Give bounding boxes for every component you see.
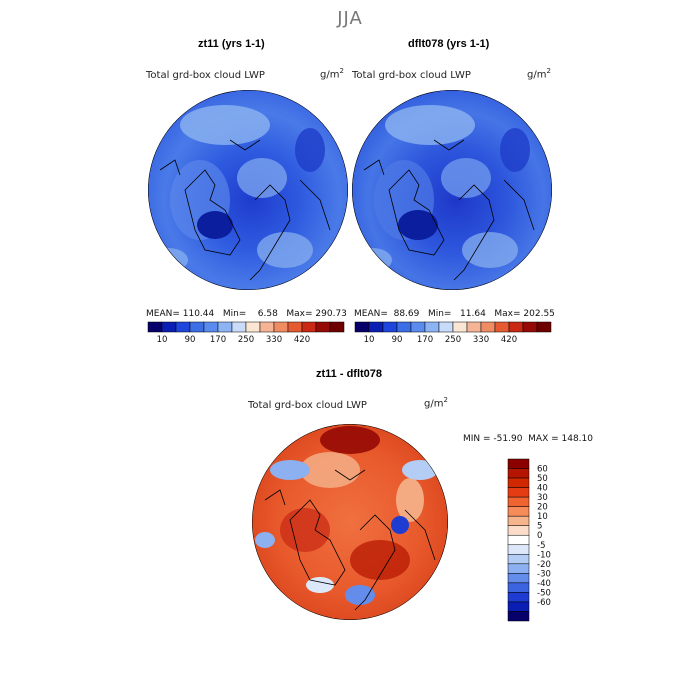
colorbar-dflt078-swatch [480,321,496,333]
colorbar-zt11-swatch [301,321,317,333]
colorbar-difference-tick-label: 20 [537,503,548,513]
variable-label-dflt078: Total grd-box cloud LWP [352,70,471,81]
colorbar-difference-swatch [507,506,530,517]
unit-label-difference: g/m2 [424,396,448,410]
colorbar-dflt078-tick-label: 250 [445,335,461,345]
colorbar-difference-swatch [507,582,530,593]
colorbar-dflt078-swatch [368,321,384,333]
variable-label-difference: Total grd-box cloud LWP [248,400,367,411]
unit-label-dflt078: g/m2 [527,67,551,81]
colorbar-zt11-swatch [231,321,247,333]
colorbar-difference-swatch [507,458,530,469]
colorbar-difference-swatch [507,611,530,622]
colorbar-difference-swatch [507,477,530,488]
colorbar-zt11-swatch [273,321,289,333]
colorbar-zt11: 10 90 170 250 330 420 [147,321,345,345]
variable-label-zt11: Total grd-box cloud LWP [146,70,265,81]
colorbar-dflt078: 10 90 170 250 330 420 [354,321,552,345]
panel-title-difference: zt11 - dflt078 [316,368,383,380]
colorbar-dflt078-swatch [508,321,524,333]
colorbar-difference-tick-label: 30 [537,493,548,503]
colorbar-dflt078-tick-label: 170 [417,335,433,345]
colorbar-zt11-swatch [161,321,177,333]
panel-title-dflt078: dflt078 (yrs 1-1) [408,38,490,50]
stats-zt11: MEAN= 110.44 Min= 6.58 Max= 290.73 [146,309,347,319]
colorbar-dflt078-swatch [410,321,426,333]
colorbar-difference-swatch [507,525,530,536]
colorbar-difference-swatch [507,534,530,546]
colorbar-zt11-tick-label: 250 [238,335,254,345]
colorbar-difference-swatch [507,515,530,526]
colorbar-zt11-swatch [189,321,205,333]
colorbar-difference-swatch [507,468,530,479]
unit-label-zt11: g/m2 [320,67,344,81]
colorbar-dflt078-swatch [382,321,398,333]
colorbar-dflt078-swatch [354,321,370,333]
colorbar-dflt078-swatch [466,321,482,333]
colorbar-difference-tick-label: 60 [537,465,548,475]
colorbar-dflt078-swatch [396,321,412,333]
colorbar-zt11-swatch [175,321,191,333]
colorbar-dflt078-tick-label: 10 [364,335,375,345]
colorbar-zt11-swatch [147,321,163,333]
colorbar-zt11-tick-label: 170 [210,335,226,345]
colorbar-difference-swatch [507,496,530,507]
colorbar-difference-tick-label: -50 [537,588,551,598]
map-difference [252,424,448,620]
colorbar-difference-swatch [507,573,530,584]
figure-title: JJA [337,8,363,29]
colorbar-difference-swatch [507,487,530,498]
stats-dflt078: MEAN= 88.69 Min= 11.64 Max= 202.55 [354,309,555,319]
colorbar-difference-tick-label: 40 [537,484,548,494]
colorbar-difference-tick-label: -5 [537,541,545,551]
map-dflt078 [352,90,552,290]
map-zt11 [148,90,348,290]
colorbar-dflt078-swatch [452,321,468,333]
colorbar-difference-swatch [507,554,530,565]
colorbar-zt11-swatch [217,321,233,333]
colorbar-difference-tick-label: -60 [537,598,551,608]
colorbar-difference-tick-label: -20 [537,560,551,570]
colorbar-zt11-swatch [203,321,219,333]
colorbar-zt11-tick-label: 420 [294,335,310,345]
colorbar-difference-swatch [507,592,530,603]
colorbar-zt11-swatch [329,321,345,333]
colorbar-dflt078-swatch [438,321,454,333]
colorbar-difference-swatch [507,544,530,555]
colorbar-zt11-swatch [315,321,331,333]
colorbar-dflt078-swatch [522,321,538,333]
colorbar-zt11-swatch [245,321,261,333]
colorbar-difference-tick-label: -40 [537,579,551,589]
panel-title-zt11: zt11 (yrs 1-1) [198,38,265,50]
colorbar-difference-tick-label: 5 [537,522,542,532]
colorbar-zt11-swatch [287,321,303,333]
colorbar-difference-tick-label: -10 [537,550,551,560]
colorbar-difference-tick-label: 0 [537,531,542,541]
stats-difference: MIN = -51.90 MAX = 148.10 [463,434,593,444]
colorbar-dflt078-swatch [536,321,552,333]
colorbar-difference-swatch [507,563,530,574]
colorbar-difference-swatch [507,601,530,612]
colorbar-dflt078-swatch [424,321,440,333]
colorbar-dflt078-tick-label: 90 [392,335,403,345]
colorbar-difference-tick-label: 50 [537,474,548,484]
colorbar-dflt078-tick-label: 420 [501,335,517,345]
colorbar-zt11-tick-label: 10 [157,335,168,345]
colorbar-difference-tick-label: 10 [537,512,548,522]
colorbar-difference-tick-label: -30 [537,569,551,579]
colorbar-zt11-tick-label: 90 [185,335,196,345]
colorbar-dflt078-swatch [494,321,510,333]
colorbar-dflt078-tick-label: 330 [473,335,489,345]
colorbar-zt11-tick-label: 330 [266,335,282,345]
colorbar-zt11-swatch [259,321,275,333]
